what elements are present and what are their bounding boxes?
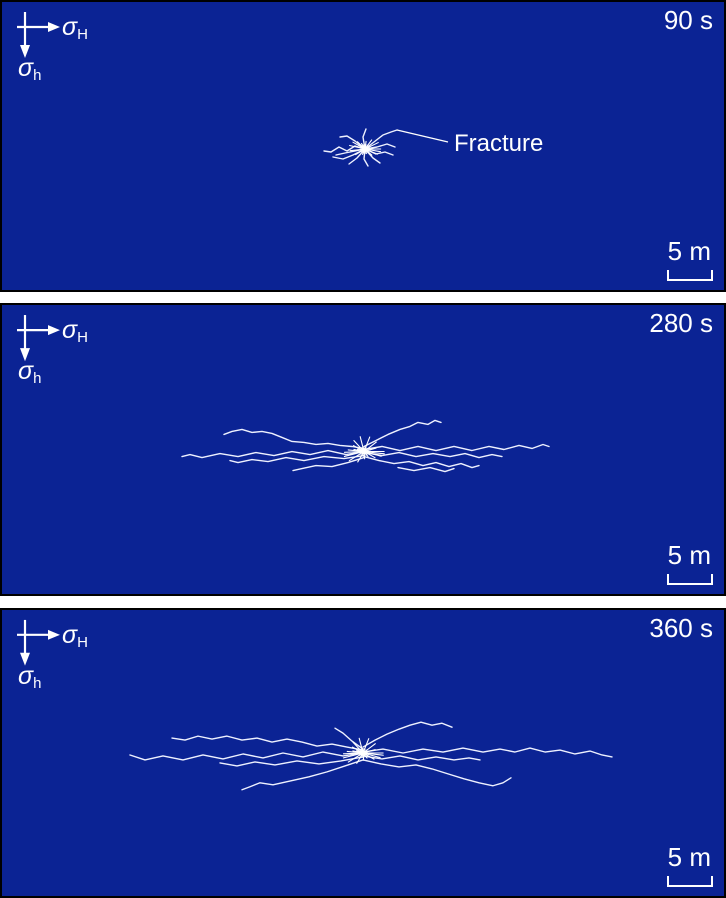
sigma-H-max-stress-label: σH (62, 13, 88, 43)
time-label-280s: 280 s (649, 308, 713, 338)
sigma-h-min-stress-label: σh (18, 357, 42, 387)
sigma-h-min-stress-label: σh (18, 662, 42, 692)
fracture-annotation-text: Fracture (454, 130, 544, 157)
sigma-h-subscript: h (33, 675, 42, 692)
scale-bar-label: 5 m (667, 842, 711, 872)
sigma-h-subscript: h (33, 67, 42, 84)
panel-90s: σH σh 90 s Fracture 5 m (0, 0, 726, 292)
sigma-glyph: σ (18, 357, 34, 385)
sigma-h-min-stress-label: σh (18, 54, 42, 84)
time-label-360s: 360 s (649, 613, 713, 643)
sigma-glyph: σ (18, 54, 34, 82)
sigma-H-subscript: H (77, 329, 88, 346)
sigma-H-subscript: H (77, 634, 88, 651)
scale-bar-bracket (667, 574, 713, 585)
sigma-H-subscript: H (77, 26, 88, 43)
sigma-glyph: σ (62, 316, 78, 344)
fracture-network-90s-canvas (17, 12, 449, 167)
fracture-network-360s-canvas (17, 619, 613, 791)
sigma-H-max-stress-label: σH (62, 316, 88, 346)
panel-360s: σH σh 360 s 5 m (0, 608, 726, 898)
sigma-glyph: σ (62, 621, 78, 649)
scale-bar-bracket (667, 270, 713, 281)
sigma-h-subscript: h (33, 370, 42, 387)
scale-bar-label: 5 m (667, 540, 711, 570)
sigma-glyph: σ (62, 13, 78, 41)
scale-bar-label: 5 m (667, 236, 711, 266)
fracture-network-280s-canvas (17, 315, 550, 473)
panel-280s: σH σh 280 s 5 m (0, 303, 726, 596)
sigma-H-max-stress-label: σH (62, 621, 88, 651)
time-label-90s: 90 s (663, 5, 713, 35)
scale-bar-bracket (667, 876, 713, 887)
sigma-glyph: σ (18, 662, 34, 690)
